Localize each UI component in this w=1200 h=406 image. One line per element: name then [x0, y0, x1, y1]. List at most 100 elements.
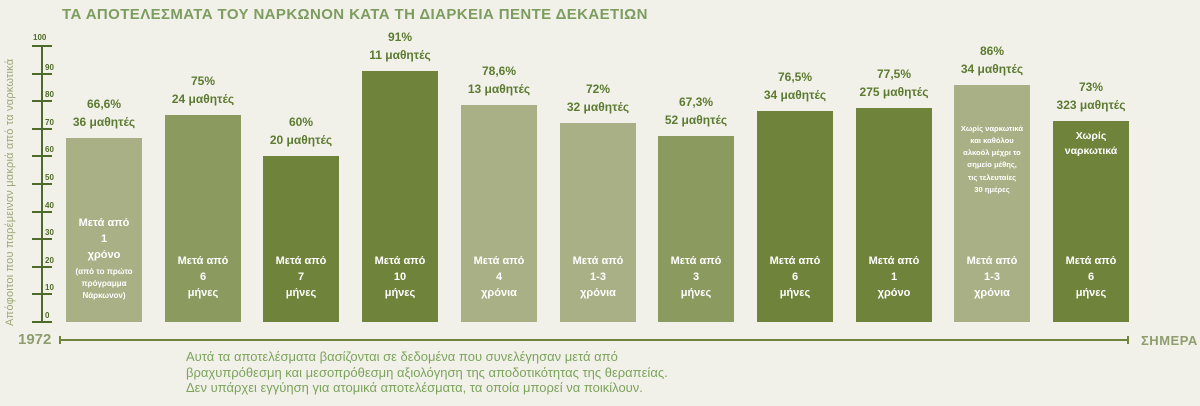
bar: 72% 32 μαθητές Μετά από 1-3 χρόνια: [560, 82, 636, 322]
y-axis-tick: [32, 45, 52, 47]
bar-students-label: 52 μαθητές: [664, 113, 728, 128]
bar: 77,5% 275 μαθητές Μετά από 1 χρόνο: [856, 67, 932, 322]
bar-students-label: 13 μαθητές: [467, 82, 531, 97]
bar-value-label: 60% 20 μαθητές: [231, 113, 371, 150]
y-axis-tick: [32, 72, 52, 75]
bar-value-label: 77,5% 275 μαθητές: [824, 65, 964, 102]
bar-value-label: 72% 32 μαθητές: [528, 80, 668, 117]
bar: 91% 11 μαθητές Μετά από 10 μήνες: [362, 30, 438, 322]
bar-period-group: Μετά από 3 μήνες: [671, 254, 722, 322]
timeline-start-label: 1972: [18, 331, 52, 348]
bar-period-group: Μετά από 7 μήνες: [276, 254, 327, 322]
bar-value-label: 76,5% 34 μαθητές: [725, 68, 865, 105]
bar: 66,6% 36 μαθητές Μετά από 1 χρόνο (από τ…: [66, 97, 142, 322]
bar-period-group: Μετά από 10 μήνες: [375, 254, 426, 322]
footnote: Αυτά τα αποτελέσματα βασίζονται σε δεδομ…: [186, 349, 668, 396]
y-axis-label: Απόφοιτοι που παρέμειναν μακριά από τα ν…: [4, 58, 16, 326]
timeline-end-label: ΣΗΜΕΡΑ: [1141, 333, 1198, 348]
y-axis-tick: [32, 100, 52, 103]
bar-period-group: Μετά από 6 μήνες: [178, 254, 229, 322]
y-axis-tick: [32, 238, 52, 241]
bar-period-group: Μετά από 1-3 χρόνια: [967, 254, 1018, 322]
bar-period-label: Μετά από 1 χρόνο: [78, 217, 130, 262]
bar-percent-label: 76,5%: [777, 69, 813, 84]
bar: 73% 323 μαθητές Χωρίς ναρκωτικά Μετά από…: [1053, 80, 1129, 322]
y-axis-tick-label: 10: [45, 283, 54, 293]
bar-top-note: Χωρίς ναρκωτικά και καθόλου αλκοόλ μέχρι…: [960, 124, 1024, 194]
bar-period-label: Μετά από 4 χρόνια: [473, 255, 525, 300]
y-axis-tick: [32, 183, 52, 185]
y-axis-tick: [32, 293, 52, 296]
footnote-line: Δεν υπάρχει εγγύηση για ατομικά αποτελέσ…: [186, 380, 643, 395]
bar-period-label: Μετά από 7 μήνες: [275, 255, 327, 300]
bar-period-group: Μετά από 4 χρόνια: [474, 254, 525, 322]
y-axis-tick: [32, 155, 52, 158]
bar-percent-label: 75%: [190, 73, 216, 88]
footnote-line: Αυτά τα αποτελέσματα βασίζονται σε δεδομ…: [186, 349, 618, 364]
bar-period-label: Μετά από 10 μήνες: [374, 255, 426, 300]
bar-percent-label: 86%: [979, 43, 1005, 58]
footnote-line: βραχυπρόθεσμη και μεσοπρόθεσμη αξιολόγησ…: [186, 364, 668, 380]
y-axis-tick-label: 100: [33, 33, 47, 42]
bar-note: (από το πρώτο πρόγραμμα Νάρκωνον): [75, 267, 133, 300]
y-axis-tick-label: 60: [45, 145, 54, 155]
y-axis-tick-label: 30: [45, 228, 54, 238]
bar-percent-label: 72%: [585, 81, 611, 96]
y-axis-tick-label: 0: [45, 311, 50, 320]
bar-students-label: 34 μαθητές: [960, 62, 1024, 77]
bar: 67,3% 52 μαθητές Μετά από 3 μήνες: [658, 95, 734, 322]
bar-value-label: 78,6% 13 μαθητές: [429, 62, 569, 99]
bar-value-label: 73% 323 μαθητές: [1021, 78, 1161, 115]
y-axis-tick-label: 50: [45, 173, 54, 182]
bar-value-label: 75% 24 μαθητές: [133, 72, 273, 109]
bar-students-label: 36 μαθητές: [72, 115, 136, 130]
y-axis-tick: [32, 210, 52, 213]
bar-period-group: Μετά από 1 χρόνο (από το πρώτο πρόγραμμα…: [75, 216, 132, 322]
y-axis-tick: [32, 127, 52, 130]
y-axis-tick: [32, 265, 52, 268]
bar: 76,5% 34 μαθητές Μετά από 6 μήνες: [757, 70, 833, 322]
bar-students-label: 34 μαθητές: [763, 88, 827, 103]
bar-percent-label: 77,5%: [876, 66, 912, 81]
bar-period-label: Μετά από 1-3 χρόνια: [966, 255, 1018, 300]
chart-title: ΤΑ ΑΠΟΤΕΛΕΣΜΑΤΑ ΤΟΥ ΝΑΡΚΩΝΟΝ ΚΑΤΑ ΤΗ ΔΙΑ…: [62, 6, 648, 23]
bar-value-label: 67,3% 52 μαθητές: [626, 93, 766, 130]
y-axis-tick-label: 80: [45, 90, 54, 100]
bar-value-label: 66,6% 36 μαθητές: [34, 95, 174, 132]
bar-percent-label: 91%: [387, 29, 413, 44]
bar-percent-label: 60%: [288, 114, 314, 129]
timeline-line: [59, 336, 1129, 344]
bar-period-group: Μετά από 1-3 χρόνια: [573, 254, 624, 322]
y-axis-tick-label: 40: [45, 200, 54, 210]
bar-period-group: Μετά από 6 μήνες: [1066, 254, 1117, 322]
y-axis-tick-label: 90: [45, 62, 54, 72]
y-axis-tick-label: 20: [45, 255, 54, 265]
bar: 60% 20 μαθητές Μετά από 7 μήνες: [263, 115, 339, 322]
bar-students-label: 32 μαθητές: [566, 100, 630, 115]
bar-period-group: Μετά από 6 μήνες: [770, 254, 821, 322]
bar-students-label: 275 μαθητές: [859, 85, 929, 100]
bar-period-label: Μετά από 1 χρόνο: [868, 255, 920, 300]
bar-students-label: 24 μαθητές: [171, 92, 235, 107]
y-axis-tick-label: 70: [45, 117, 54, 127]
bar-period-group: Μετά από 1 χρόνο: [869, 254, 920, 322]
bar-students-label: 20 μαθητές: [269, 133, 333, 148]
bar-period-label: Μετά από 6 μήνες: [177, 255, 229, 300]
bar-percent-label: 67,3%: [678, 94, 714, 109]
bar-period-label: Μετά από 3 μήνες: [670, 255, 722, 300]
bar: 78,6% 13 μαθητές Μετά από 4 χρόνια: [461, 64, 537, 322]
bar-percent-label: 73%: [1078, 79, 1104, 94]
bar-value-label: 91% 11 μαθητές: [330, 28, 470, 65]
bar-percent-label: 78,6%: [481, 63, 517, 78]
bar: 86% 34 μαθητές Χωρίς ναρκωτικά και καθόλ…: [954, 44, 1030, 322]
bar-students-label: 323 μαθητές: [1056, 98, 1126, 113]
bar-percent-label: 66,6%: [86, 96, 122, 111]
y-axis-tick: [32, 321, 52, 323]
bar-period-label: Μετά από 6 μήνες: [1065, 255, 1117, 300]
bar-value-label: 86% 34 μαθητές: [922, 42, 1062, 79]
bar-period-label: Μετά από 1-3 χρόνια: [572, 255, 624, 300]
bar: 75% 24 μαθητές Μετά από 6 μήνες: [165, 74, 241, 322]
bar-top-note: Χωρίς ναρκωτικά: [1064, 130, 1118, 158]
bar-period-label: Μετά από 6 μήνες: [769, 255, 821, 300]
